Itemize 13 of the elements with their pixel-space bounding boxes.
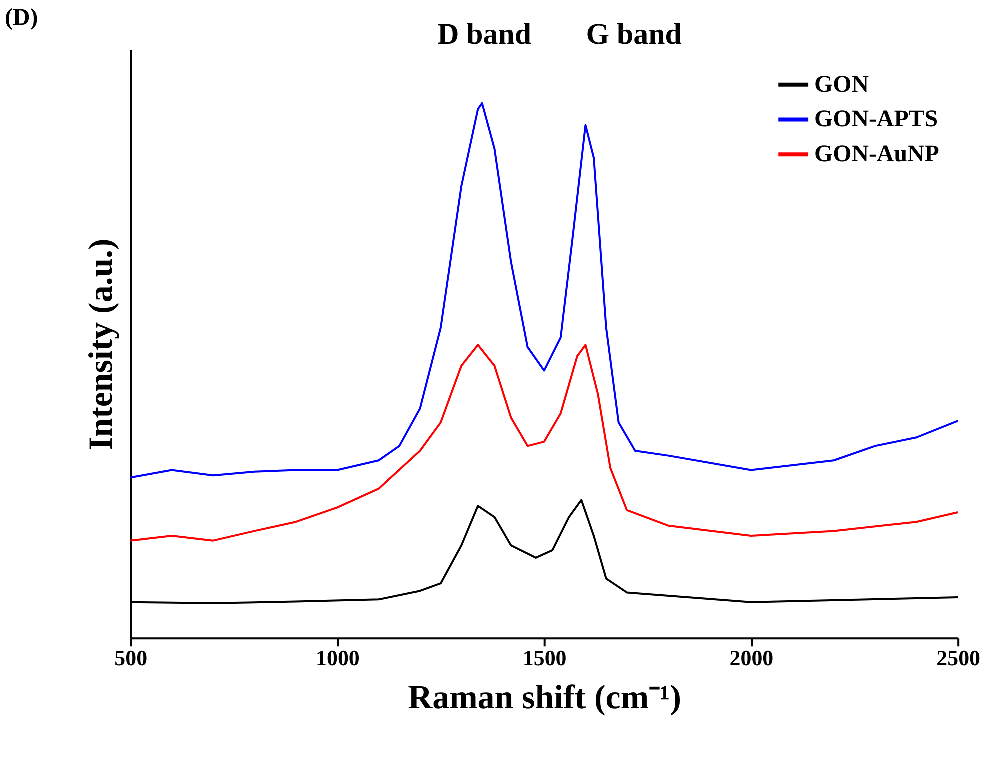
x-tick-label: 1500 [522,646,567,671]
chart-title: (D) [4,5,38,32]
x-tick-label: 2500 [936,646,981,671]
legend-label: GON-APTS [814,106,938,133]
x-axis-title: Raman shift (cm⁻¹) [408,679,682,716]
x-tick-label: 2000 [730,646,774,671]
legend-label: GON-AuNP [814,142,940,168]
x-tick-label: 500 [114,646,148,671]
legend-label: GON [814,72,869,98]
text: G band [586,18,682,51]
y-axis-title: Intensity (a.u.) [83,238,120,450]
x-tick-label: 1000 [316,646,360,671]
text: D band [438,18,532,51]
